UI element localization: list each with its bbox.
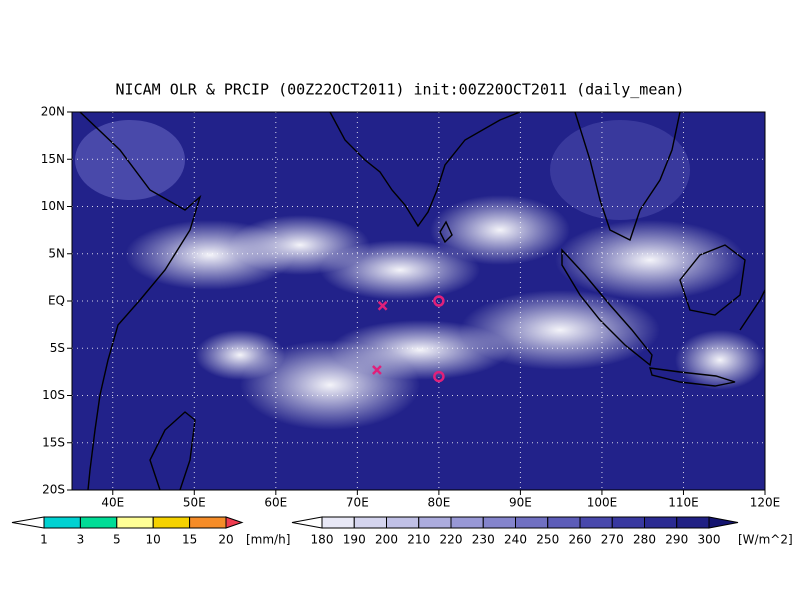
y-tick-label: 5N — [48, 246, 65, 260]
x-tick-label: 70E — [346, 496, 369, 510]
y-tick-label: 5S — [50, 341, 65, 355]
colorbar-box — [547, 516, 581, 529]
colorbar: 180 190 200 210 220 230 240 250 260 270 280 290 300 [… — [291, 516, 793, 547]
marker — [377, 300, 388, 311]
colorbar-box — [152, 516, 191, 529]
colorbar-label: 240 — [504, 533, 527, 547]
x-marker — [377, 300, 388, 311]
colorbar-box — [644, 516, 678, 529]
circle-marker — [433, 370, 445, 383]
colorbar-box — [189, 516, 227, 529]
marker — [372, 365, 382, 375]
colorbar-label: 230 — [472, 533, 495, 547]
colorbar-box — [482, 516, 516, 529]
colorbar-box — [321, 516, 355, 529]
x-tick-label: 100E — [587, 496, 618, 510]
colorbar-box — [116, 516, 154, 529]
colorbar-unit: [W/m^2] — [738, 533, 793, 547]
colorbar-box — [79, 516, 118, 529]
colorbar-low — [291, 516, 323, 529]
map-field — [72, 112, 765, 490]
colorbar: 1 3 5 10 15 20 [mm/h] — [11, 516, 290, 547]
colorbar-box — [611, 516, 645, 529]
colorbar-label: 3 — [77, 533, 85, 547]
map-title: NICAM OLR & PRCIP (00Z22OCT2011) init:00… — [116, 81, 685, 99]
x-marker — [372, 365, 382, 375]
colorbar-label: 20 — [218, 533, 233, 547]
y-tick-label: EQ — [48, 294, 65, 308]
colorbar-high — [708, 516, 739, 529]
colorbar-label: 1 — [40, 533, 48, 547]
colorbar-label: 200 — [375, 533, 398, 547]
colorbar-label: 300 — [698, 533, 721, 547]
colorbar-box — [386, 516, 420, 529]
colorbar-box — [418, 516, 452, 529]
colorbar-box — [579, 516, 613, 529]
marker — [433, 370, 445, 383]
colorbar-label: 5 — [113, 533, 121, 547]
y-tick-label: 20N — [41, 105, 65, 119]
colorbar-label: 260 — [569, 533, 592, 547]
y-tick-label: 20S — [42, 483, 65, 497]
colorbar-label: 210 — [407, 533, 430, 547]
colorbar-label: 10 — [146, 533, 161, 547]
axes: 40E 50E 60E 70E 80E 90E 100E 110E 120E 20N 15N 10N 5… — [41, 105, 781, 510]
colorbars: 1 3 5 10 15 20 [mm/h] 180 190 200 210 220 230 240 250 2… — [11, 516, 793, 547]
colorbar-label: 180 — [311, 533, 334, 547]
colorbar-label: 280 — [633, 533, 656, 547]
colorbar-low — [11, 516, 45, 529]
x-tick-label: 90E — [509, 496, 532, 510]
colorbar-label: 190 — [343, 533, 366, 547]
x-tick-label: 40E — [101, 496, 124, 510]
x-tick-label: 60E — [264, 496, 287, 510]
y-tick-label: 10S — [42, 388, 65, 402]
coastlines — [79, 112, 765, 490]
colorbar-box — [515, 516, 549, 529]
y-tick-label: 15S — [42, 435, 65, 449]
grid — [72, 112, 765, 490]
colorbar-unit: [mm/h] — [246, 533, 290, 547]
x-tick-label: 50E — [183, 496, 206, 510]
y-tick-label: 15N — [41, 152, 65, 166]
colorbar-box — [353, 516, 387, 529]
colorbar-high — [225, 516, 244, 529]
x-tick-label: 80E — [427, 496, 450, 510]
colorbar-box — [43, 516, 81, 529]
colorbar-label: 15 — [182, 533, 197, 547]
colorbar-label: 220 — [440, 533, 463, 547]
marker — [433, 295, 445, 307]
colorbar-label: 250 — [536, 533, 559, 547]
circle-marker — [433, 295, 445, 307]
colorbar-label: 270 — [601, 533, 624, 547]
x-tick-label: 110E — [668, 496, 699, 510]
colorbar-label: 290 — [665, 533, 688, 547]
colorbar-box — [676, 516, 710, 529]
x-tick-label: 120E — [750, 496, 781, 510]
colorbar-box — [450, 516, 484, 529]
markers — [372, 295, 445, 383]
y-tick-label: 10N — [41, 199, 65, 213]
